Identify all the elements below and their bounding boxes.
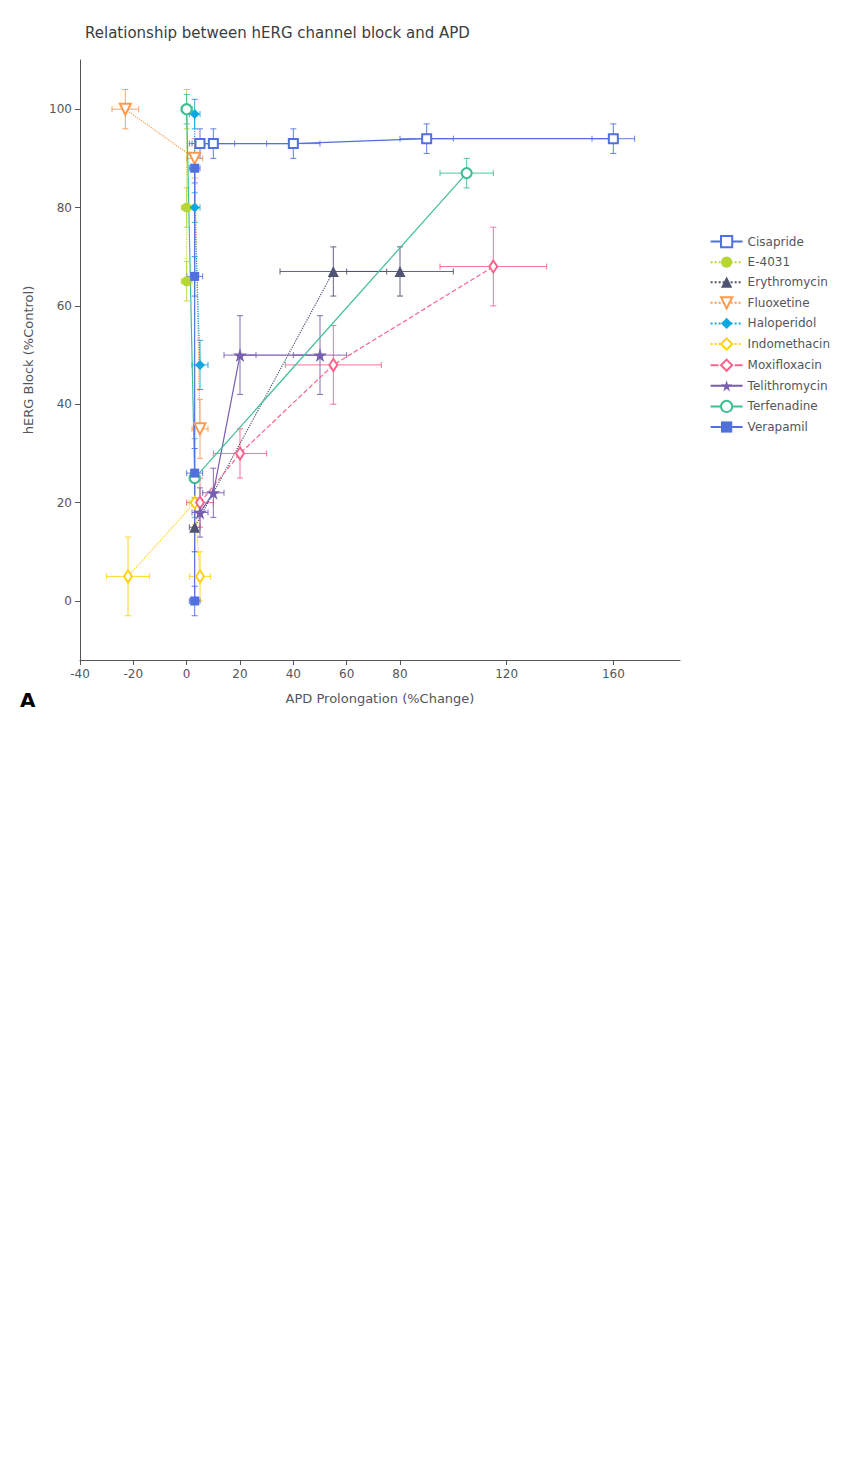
svg-text:20: 20 bbox=[57, 496, 72, 510]
svg-text:0: 0 bbox=[183, 667, 191, 681]
svg-text:40: 40 bbox=[286, 667, 301, 681]
svg-text:20: 20 bbox=[232, 667, 247, 681]
svg-text:APD Prolongation (%Change): APD Prolongation (%Change) bbox=[286, 691, 475, 706]
svg-text:Terfenadine: Terfenadine bbox=[747, 399, 818, 413]
svg-text:Telithromycin: Telithromycin bbox=[747, 379, 828, 393]
svg-text:120: 120 bbox=[495, 667, 518, 681]
svg-text:-40: -40 bbox=[70, 667, 90, 681]
svg-text:Haloperidol: Haloperidol bbox=[748, 316, 817, 330]
svg-text:Relationship between hERG chan: Relationship between hERG channel block … bbox=[85, 24, 470, 42]
svg-text:Indomethacin: Indomethacin bbox=[748, 337, 830, 351]
svg-text:Moxifloxacin: Moxifloxacin bbox=[748, 358, 822, 372]
svg-text:Erythromycin: Erythromycin bbox=[748, 275, 828, 289]
svg-text:60: 60 bbox=[339, 667, 354, 681]
svg-text:40: 40 bbox=[57, 397, 72, 411]
svg-text:Verapamil: Verapamil bbox=[748, 420, 808, 434]
svg-text:Cisapride: Cisapride bbox=[748, 235, 804, 249]
svg-text:E-4031: E-4031 bbox=[748, 255, 790, 269]
svg-text:80: 80 bbox=[57, 201, 72, 215]
svg-text:160: 160 bbox=[602, 667, 625, 681]
svg-text:-20: -20 bbox=[124, 667, 144, 681]
svg-text:Fluoxetine: Fluoxetine bbox=[748, 296, 810, 310]
svg-text:80: 80 bbox=[392, 667, 407, 681]
svg-text:100: 100 bbox=[49, 102, 72, 116]
svg-text:0: 0 bbox=[64, 594, 72, 608]
svg-text:A: A bbox=[20, 688, 36, 712]
svg-text:hERG Block (%Control): hERG Block (%Control) bbox=[21, 286, 36, 434]
svg-text:60: 60 bbox=[57, 299, 72, 313]
